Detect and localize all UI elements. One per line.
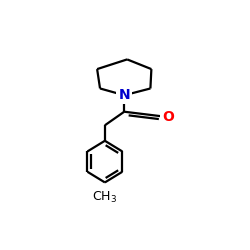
- Text: O: O: [162, 110, 174, 124]
- Text: N: N: [118, 88, 130, 102]
- Text: CH$_3$: CH$_3$: [92, 190, 118, 206]
